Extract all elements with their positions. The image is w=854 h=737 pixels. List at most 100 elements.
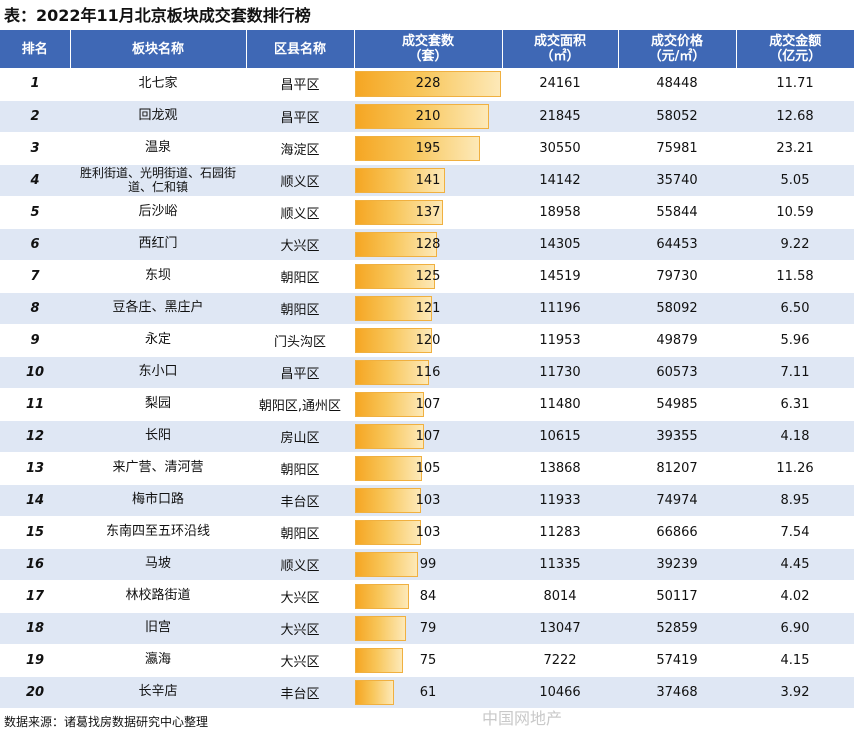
count-cell: 137 bbox=[354, 196, 502, 229]
amount-cell: 11.58 bbox=[736, 260, 854, 293]
count-cell: 228 bbox=[354, 68, 502, 101]
district-cell: 朝阳区 bbox=[246, 260, 354, 293]
table-row: 11 梨园 朝阳区,通州区 107 11480 54985 6.31 bbox=[0, 388, 854, 421]
table-row: 18 旧宫 大兴区 79 13047 52859 6.90 bbox=[0, 612, 854, 645]
count-cell: 128 bbox=[354, 228, 502, 261]
price-cell: 52859 bbox=[618, 612, 736, 645]
rank-cell: 14 bbox=[0, 484, 70, 517]
count-value: 107 bbox=[415, 428, 441, 444]
block-name-cell: 来广营、清河营 bbox=[70, 452, 246, 485]
price-cell: 50117 bbox=[618, 580, 736, 613]
district-cell: 昌平区 bbox=[246, 100, 354, 133]
count-value: 228 bbox=[415, 76, 441, 92]
rank-cell: 2 bbox=[0, 100, 70, 133]
table-row: 12 长阳 房山区 107 10615 39355 4.18 bbox=[0, 420, 854, 453]
count-value: 121 bbox=[415, 300, 441, 316]
count-bar bbox=[355, 487, 421, 513]
count-value: 137 bbox=[415, 204, 441, 220]
count-bar bbox=[355, 327, 432, 353]
count-cell: 125 bbox=[354, 260, 502, 293]
block-name-cell: 长辛店 bbox=[70, 676, 246, 709]
area-cell: 11196 bbox=[502, 292, 618, 325]
amount-cell: 8.95 bbox=[736, 484, 854, 517]
table-row: 19 瀛海 大兴区 75 7222 57419 4.15 bbox=[0, 644, 854, 677]
area-cell: 11933 bbox=[502, 484, 618, 517]
price-cell: 37468 bbox=[618, 676, 736, 709]
block-name-cell: 梅市口路 bbox=[70, 484, 246, 517]
count-cell: 79 bbox=[354, 612, 502, 645]
count-cell: 210 bbox=[354, 100, 502, 133]
header-rank: 排名 bbox=[0, 30, 71, 68]
count-bar bbox=[355, 519, 421, 545]
rank-cell: 10 bbox=[0, 356, 70, 389]
block-name-cell: 温泉 bbox=[70, 132, 246, 165]
block-name-cell: 回龙观 bbox=[70, 100, 246, 133]
count-value: 210 bbox=[415, 108, 441, 124]
area-cell: 11730 bbox=[502, 356, 618, 389]
count-bar bbox=[355, 359, 429, 385]
amount-cell: 3.92 bbox=[736, 676, 854, 709]
area-cell: 14519 bbox=[502, 260, 618, 293]
table-row: 3 温泉 海淀区 195 30550 75981 23.21 bbox=[0, 132, 854, 165]
price-cell: 55844 bbox=[618, 196, 736, 229]
amount-cell: 23.21 bbox=[736, 132, 854, 165]
count-value: 84 bbox=[419, 588, 437, 604]
count-cell: 103 bbox=[354, 516, 502, 549]
price-cell: 79730 bbox=[618, 260, 736, 293]
count-value: 141 bbox=[415, 172, 441, 188]
block-name-cell: 马坡 bbox=[70, 548, 246, 581]
area-cell: 13047 bbox=[502, 612, 618, 645]
table-row: 14 梅市口路 丰台区 103 11933 74974 8.95 bbox=[0, 484, 854, 517]
block-name-cell: 东坝 bbox=[70, 260, 246, 293]
rank-cell: 1 bbox=[0, 68, 70, 101]
amount-cell: 4.15 bbox=[736, 644, 854, 677]
block-name-cell: 梨园 bbox=[70, 388, 246, 421]
area-cell: 13868 bbox=[502, 452, 618, 485]
count-value: 195 bbox=[415, 140, 441, 156]
ranking-table: 排名 板块名称 区县名称 成交套数 （套） 成交面积 （㎡） 成交价格 （元/㎡） 成… bbox=[0, 30, 854, 709]
count-bar bbox=[355, 679, 394, 705]
amount-cell: 5.05 bbox=[736, 164, 854, 197]
rank-cell: 12 bbox=[0, 420, 70, 453]
table-row: 10 东小口 昌平区 116 11730 60573 7.11 bbox=[0, 356, 854, 389]
table-row: 4 胜利街道、光明街道、石园街道、仁和镇 顺义区 141 14142 35740 5.05 bbox=[0, 164, 854, 197]
count-bar bbox=[355, 615, 406, 641]
amount-cell: 6.90 bbox=[736, 612, 854, 645]
rank-cell: 17 bbox=[0, 580, 70, 613]
data-source-note: 数据来源：诸葛找房数据研究中心整理 bbox=[4, 715, 209, 729]
rank-cell: 18 bbox=[0, 612, 70, 645]
price-cell: 75981 bbox=[618, 132, 736, 165]
block-name-cell: 旧宫 bbox=[70, 612, 246, 645]
rank-cell: 4 bbox=[0, 164, 70, 197]
count-cell: 107 bbox=[354, 388, 502, 421]
count-bar bbox=[355, 423, 424, 449]
price-cell: 39355 bbox=[618, 420, 736, 453]
table-row: 20 长辛店 丰台区 61 10466 37468 3.92 bbox=[0, 676, 854, 709]
count-bar bbox=[355, 199, 443, 225]
price-cell: 60573 bbox=[618, 356, 736, 389]
table-row: 2 回龙观 昌平区 210 21845 58052 12.68 bbox=[0, 100, 854, 133]
amount-cell: 6.31 bbox=[736, 388, 854, 421]
block-name-cell: 东小口 bbox=[70, 356, 246, 389]
amount-cell: 7.54 bbox=[736, 516, 854, 549]
count-bar bbox=[355, 455, 422, 481]
count-value: 116 bbox=[415, 364, 441, 380]
count-value: 120 bbox=[415, 332, 441, 348]
price-cell: 58092 bbox=[618, 292, 736, 325]
district-cell: 房山区 bbox=[246, 420, 354, 453]
district-cell: 朝阳区 bbox=[246, 516, 354, 549]
table-header-row: 排名 板块名称 区县名称 成交套数 （套） 成交面积 （㎡） 成交价格 （元/㎡） 成… bbox=[0, 30, 854, 68]
count-value: 103 bbox=[415, 492, 441, 508]
count-cell: 103 bbox=[354, 484, 502, 517]
count-value: 79 bbox=[419, 620, 437, 636]
count-bar bbox=[355, 583, 409, 609]
count-value: 105 bbox=[415, 460, 441, 476]
block-name-cell: 东南四至五环沿线 bbox=[70, 516, 246, 549]
district-cell: 朝阳区,通州区 bbox=[246, 388, 354, 421]
price-cell: 49879 bbox=[618, 324, 736, 357]
block-name-cell: 长阳 bbox=[70, 420, 246, 453]
count-value: 128 bbox=[415, 236, 441, 252]
header-block: 板块名称 bbox=[70, 30, 247, 68]
district-cell: 海淀区 bbox=[246, 132, 354, 165]
table-row: 1 北七家 昌平区 228 24161 48448 11.71 bbox=[0, 68, 854, 101]
